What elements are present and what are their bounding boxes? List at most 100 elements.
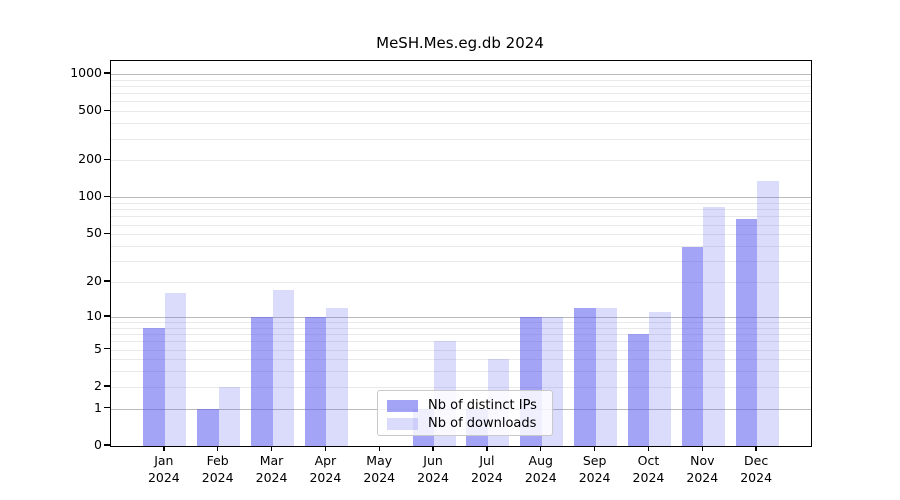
y-gridline-minor: [111, 359, 811, 361]
y-tick-mark: [104, 72, 110, 74]
bar-sep-distinct-ips: [574, 307, 596, 446]
y-gridline-minor: [111, 101, 811, 103]
y-gridline-minor: [111, 334, 811, 336]
y-gridline-major: [111, 316, 811, 318]
x-tick-month: Aug: [528, 453, 553, 468]
x-tick-year: 2024: [201, 470, 234, 485]
x-tick-year: 2024: [632, 470, 665, 485]
y-tick-mark: [104, 315, 110, 317]
x-tick-year: 2024: [524, 470, 557, 485]
legend: Nb of distinct IPs Nb of downloads: [377, 390, 553, 436]
y-gridline-minor: [111, 85, 811, 87]
bar-apr-downloads: [326, 307, 348, 446]
y-gridline-major: [111, 197, 811, 199]
y-gridline-minor: [111, 79, 811, 81]
y-tick-label: 10: [86, 307, 102, 323]
bar-jan-downloads: [164, 293, 187, 446]
y-tick-mark: [104, 158, 110, 161]
x-tick-year: 2024: [363, 470, 396, 485]
y-tick-label: 20: [86, 273, 102, 289]
y-tick-label: 2: [94, 377, 102, 393]
plot-area: [110, 60, 812, 447]
y-gridline-minor: [111, 111, 811, 113]
legend-swatch-downloads-icon: [387, 417, 418, 430]
x-tick-label-jun: Jun 2024: [403, 452, 463, 486]
x-tick-month: Jun: [423, 453, 443, 468]
y-tick-mark: [104, 385, 110, 387]
bar-apr-distinct-ips: [304, 316, 327, 446]
bar-nov-distinct-ips: [681, 247, 704, 446]
legend-label-distinct-ips: Nb of distinct IPs: [428, 398, 537, 413]
bar-feb-downloads: [218, 386, 241, 446]
y-tick-mark: [104, 444, 110, 446]
x-tick-month: Oct: [637, 453, 660, 468]
x-tick-mark: [216, 446, 219, 451]
y-tick-label: 200: [78, 151, 102, 167]
bar-dec-distinct-ips: [735, 218, 758, 446]
x-tick-year: 2024: [309, 470, 342, 485]
y-tick-label: 1000: [70, 64, 102, 80]
y-gridline-minor: [111, 138, 811, 140]
bar-feb-distinct-ips: [197, 408, 219, 446]
bar-nov-downloads: [703, 206, 725, 446]
x-tick-label-oct: Oct 2024: [618, 452, 678, 486]
x-tick-label-jan: Jan 2024: [134, 452, 194, 486]
legend-label-downloads: Nb of downloads: [428, 416, 537, 431]
x-tick-mark: [378, 446, 380, 451]
x-tick-month: Apr: [314, 453, 337, 468]
x-tick-year: 2024: [255, 470, 288, 485]
x-tick-month: Jan: [154, 453, 174, 468]
bar-oct-downloads: [649, 312, 671, 446]
y-tick-label: 5: [94, 340, 102, 356]
y-tick-mark: [104, 406, 110, 409]
x-tick-mark: [432, 446, 434, 451]
y-gridline-minor: [111, 261, 811, 263]
x-tick-month: Sep: [582, 453, 607, 468]
y-tick-label: 1: [94, 399, 102, 415]
x-tick-month: Feb: [206, 453, 229, 468]
x-tick-year: 2024: [417, 470, 449, 485]
x-tick-month: Mar: [259, 453, 284, 468]
y-gridline-minor: [111, 216, 811, 218]
y-tick-mark: [104, 347, 110, 350]
bar-oct-distinct-ips: [627, 334, 650, 446]
x-tick-month: May: [366, 453, 393, 468]
x-tick-label-jul: Jul 2024: [457, 452, 517, 486]
y-tick-label: 50: [86, 225, 102, 241]
x-tick-year: 2024: [740, 470, 773, 485]
y-gridline-minor: [111, 93, 811, 95]
y-gridline-minor: [111, 246, 811, 247]
y-gridline-minor: [111, 224, 811, 226]
y-gridline-minor: [111, 341, 811, 343]
x-tick-label-sep: Sep 2024: [565, 452, 625, 486]
x-tick-mark: [647, 446, 650, 451]
chart-title: MeSH.Mes.eg.db 2024: [376, 34, 544, 52]
x-tick-year: 2024: [686, 470, 719, 485]
x-tick-month: Nov: [690, 453, 715, 468]
x-tick-month: Dec: [744, 453, 769, 468]
x-tick-mark: [324, 446, 327, 451]
bar-mar-downloads: [272, 290, 295, 446]
y-gridline-minor: [111, 282, 811, 284]
y-gridline-minor: [111, 203, 811, 205]
x-tick-year: 2024: [147, 470, 180, 485]
bar-sep-downloads: [595, 307, 618, 446]
y-tick-mark: [104, 232, 110, 234]
x-tick-mark: [701, 446, 703, 451]
y-gridline-minor: [111, 386, 811, 388]
x-tick-mark: [270, 446, 273, 451]
y-gridline-minor: [111, 327, 811, 329]
x-tick-label-feb: Feb 2024: [188, 452, 248, 486]
x-tick-mark: [163, 446, 165, 451]
x-tick-mark: [486, 446, 488, 451]
x-tick-mark: [540, 446, 542, 451]
bar-mar-distinct-ips: [251, 316, 273, 446]
bar-jan-distinct-ips: [143, 327, 165, 446]
legend-item-distinct-ips: Nb of distinct IPs: [387, 397, 543, 414]
y-gridline-minor: [111, 349, 811, 351]
x-tick-year: 2024: [471, 470, 503, 485]
x-tick-label-aug: Aug 2024: [511, 452, 571, 486]
y-tick-label: 0: [94, 437, 102, 452]
y-tick-mark: [104, 109, 110, 111]
